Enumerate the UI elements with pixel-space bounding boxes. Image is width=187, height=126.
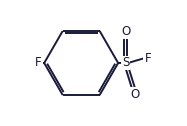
- Text: O: O: [121, 25, 130, 38]
- Text: F: F: [144, 52, 151, 65]
- Text: S: S: [122, 56, 129, 70]
- Text: F: F: [35, 56, 42, 70]
- Text: O: O: [131, 88, 140, 101]
